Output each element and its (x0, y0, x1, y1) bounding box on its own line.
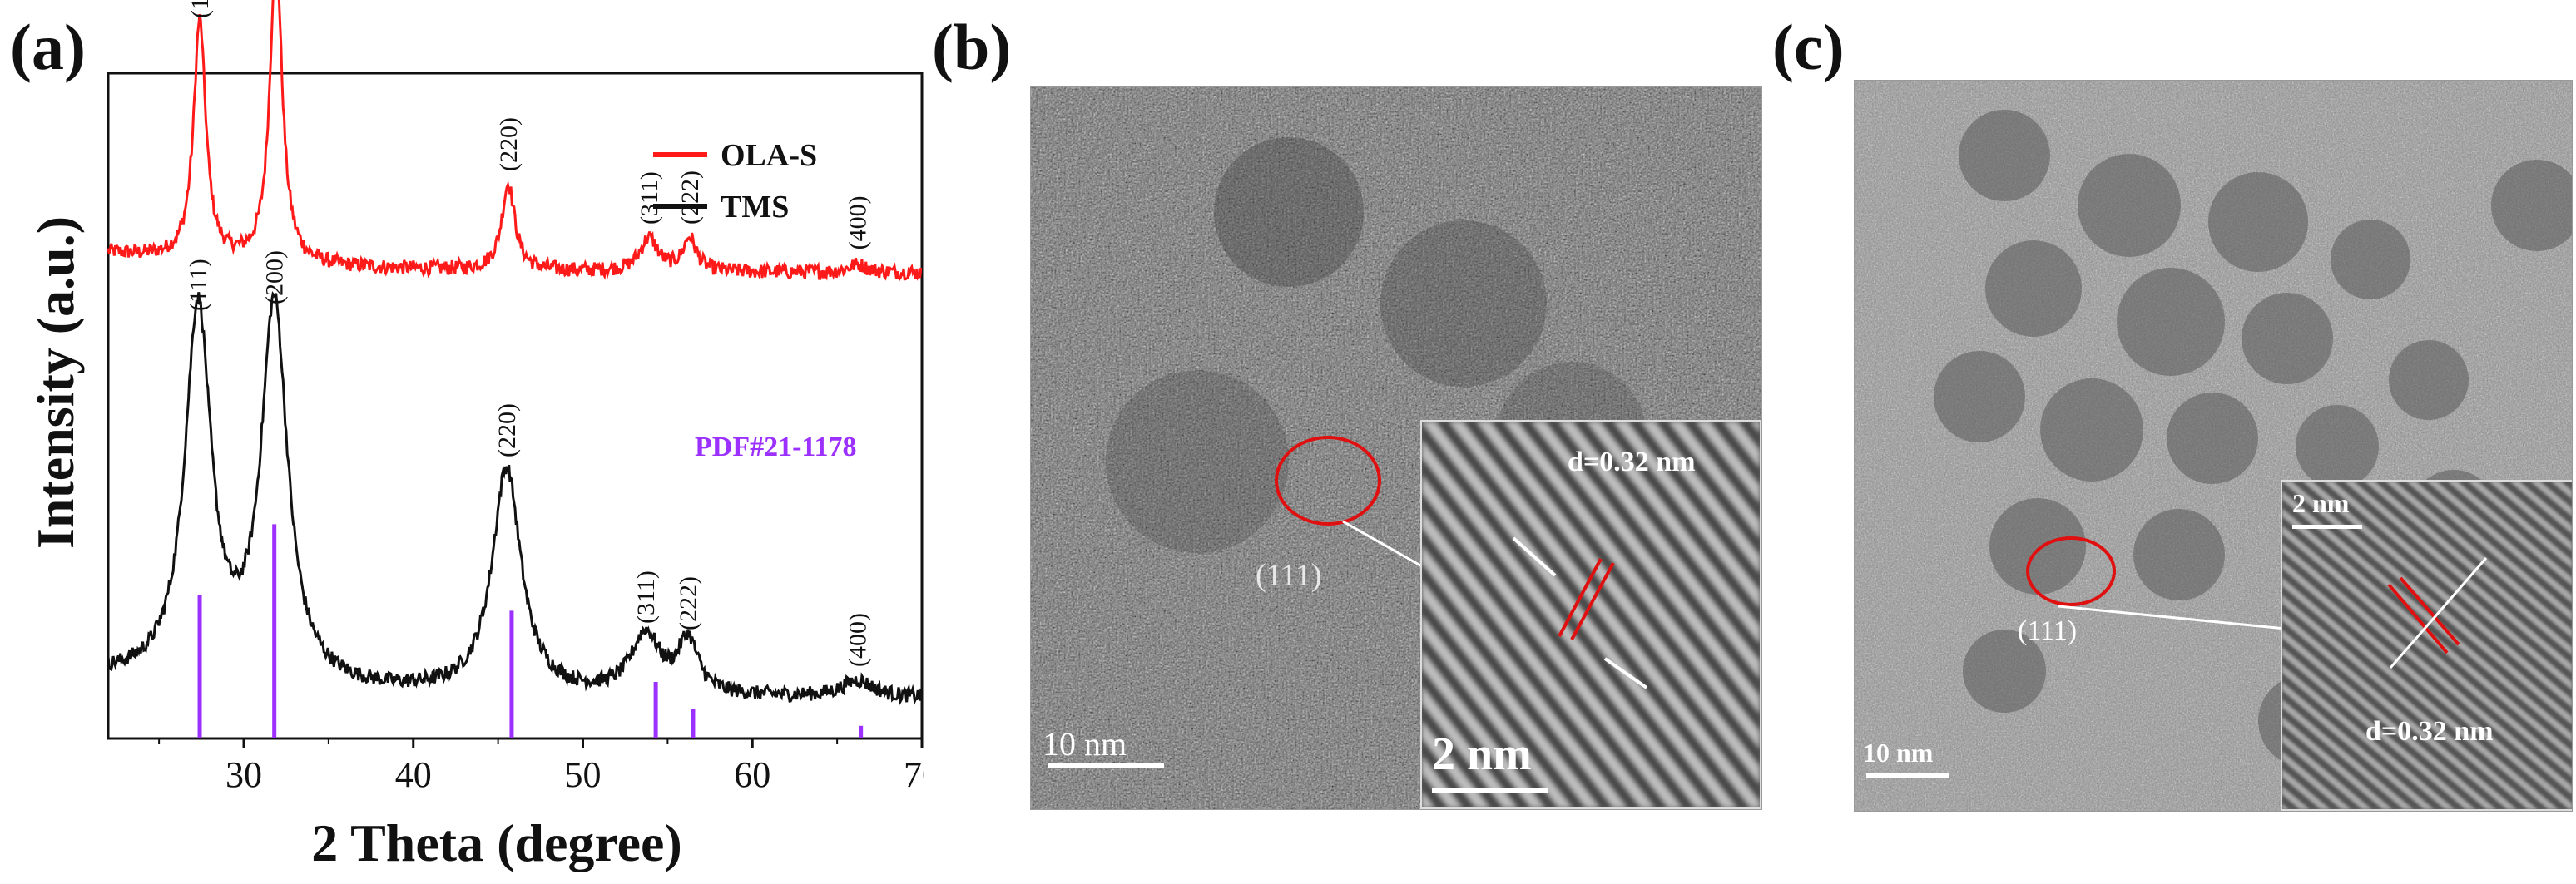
reference-pdf-label: PDF#21-1178 (695, 432, 857, 462)
legend-label: TMS (721, 190, 789, 225)
d-spacing-label-c: d=0.32 nm (2365, 716, 2494, 747)
y-axis-label: Intensity (a.u.) (26, 216, 85, 549)
pointer-arrow-b (1342, 520, 1423, 568)
x-tick-label: 70 (904, 754, 924, 795)
scale-bar-label-b: 10 nm (1043, 725, 1127, 763)
tem-image-b: (111) 10 nm d=0.32 nm 2 nm (1030, 86, 1762, 810)
circle-label-b: (111) (1256, 558, 1322, 593)
x-tick-label: 40 (395, 754, 432, 795)
peak-label: (311) (632, 570, 660, 624)
peak-label: (111) (185, 259, 212, 311)
scale-bar-label-c: 10 nm (1863, 738, 1934, 768)
d-spacing-label-b: d=0.32 nm (1568, 447, 1696, 477)
plot-frame (107, 72, 924, 740)
panel-a-label: (a) (10, 11, 86, 83)
peak-label: (311) (636, 171, 663, 225)
series-line-ola-s (107, 0, 923, 282)
pointer-arrow-c (2058, 605, 2286, 630)
x-tick-label: 50 (565, 754, 602, 795)
hrtem-inset-c: 2 nm d=0.32 nm (2281, 480, 2572, 811)
peak-label: (200) (261, 250, 289, 304)
inset-line-c (2389, 557, 2488, 669)
xrd-chart: Intensity (a.u.) 2 Theta (degree) PDF#21… (26, 0, 924, 872)
selection-circle-c (2026, 536, 2116, 606)
peak-label: (222) (675, 576, 702, 630)
inset-scale-label-c: 2 nm (2292, 488, 2350, 518)
circle-label-c: (111) (2018, 615, 2078, 646)
peak-label: (400) (845, 613, 872, 667)
panel-c-label: (c) (1772, 11, 1845, 83)
x-tick-label: 30 (225, 754, 262, 795)
tem-image-c: (111) 10 nm 2 nm d=0.32 nm (1854, 80, 2573, 812)
panel-b-label: (b) (932, 11, 1012, 83)
peak-label: (111) (186, 0, 214, 18)
peak-label: (400) (845, 195, 872, 249)
peak-label: (220) (495, 117, 523, 171)
series-line-tms (107, 291, 923, 706)
x-axis-label: 2 Theta (degree) (311, 813, 682, 872)
peak-label: (222) (676, 170, 704, 225)
hrtem-inset-b: d=0.32 nm 2 nm (1420, 420, 1761, 809)
peak-label: (220) (493, 403, 521, 457)
arrow-upper-b (1512, 536, 1557, 577)
x-tick-label: 60 (734, 754, 770, 795)
inset-scale-label-b: 2 nm (1432, 728, 1532, 780)
selection-circle-b (1275, 436, 1381, 526)
arrow-lower-b (1603, 657, 1648, 689)
legend-label: OLA-S (721, 138, 817, 173)
